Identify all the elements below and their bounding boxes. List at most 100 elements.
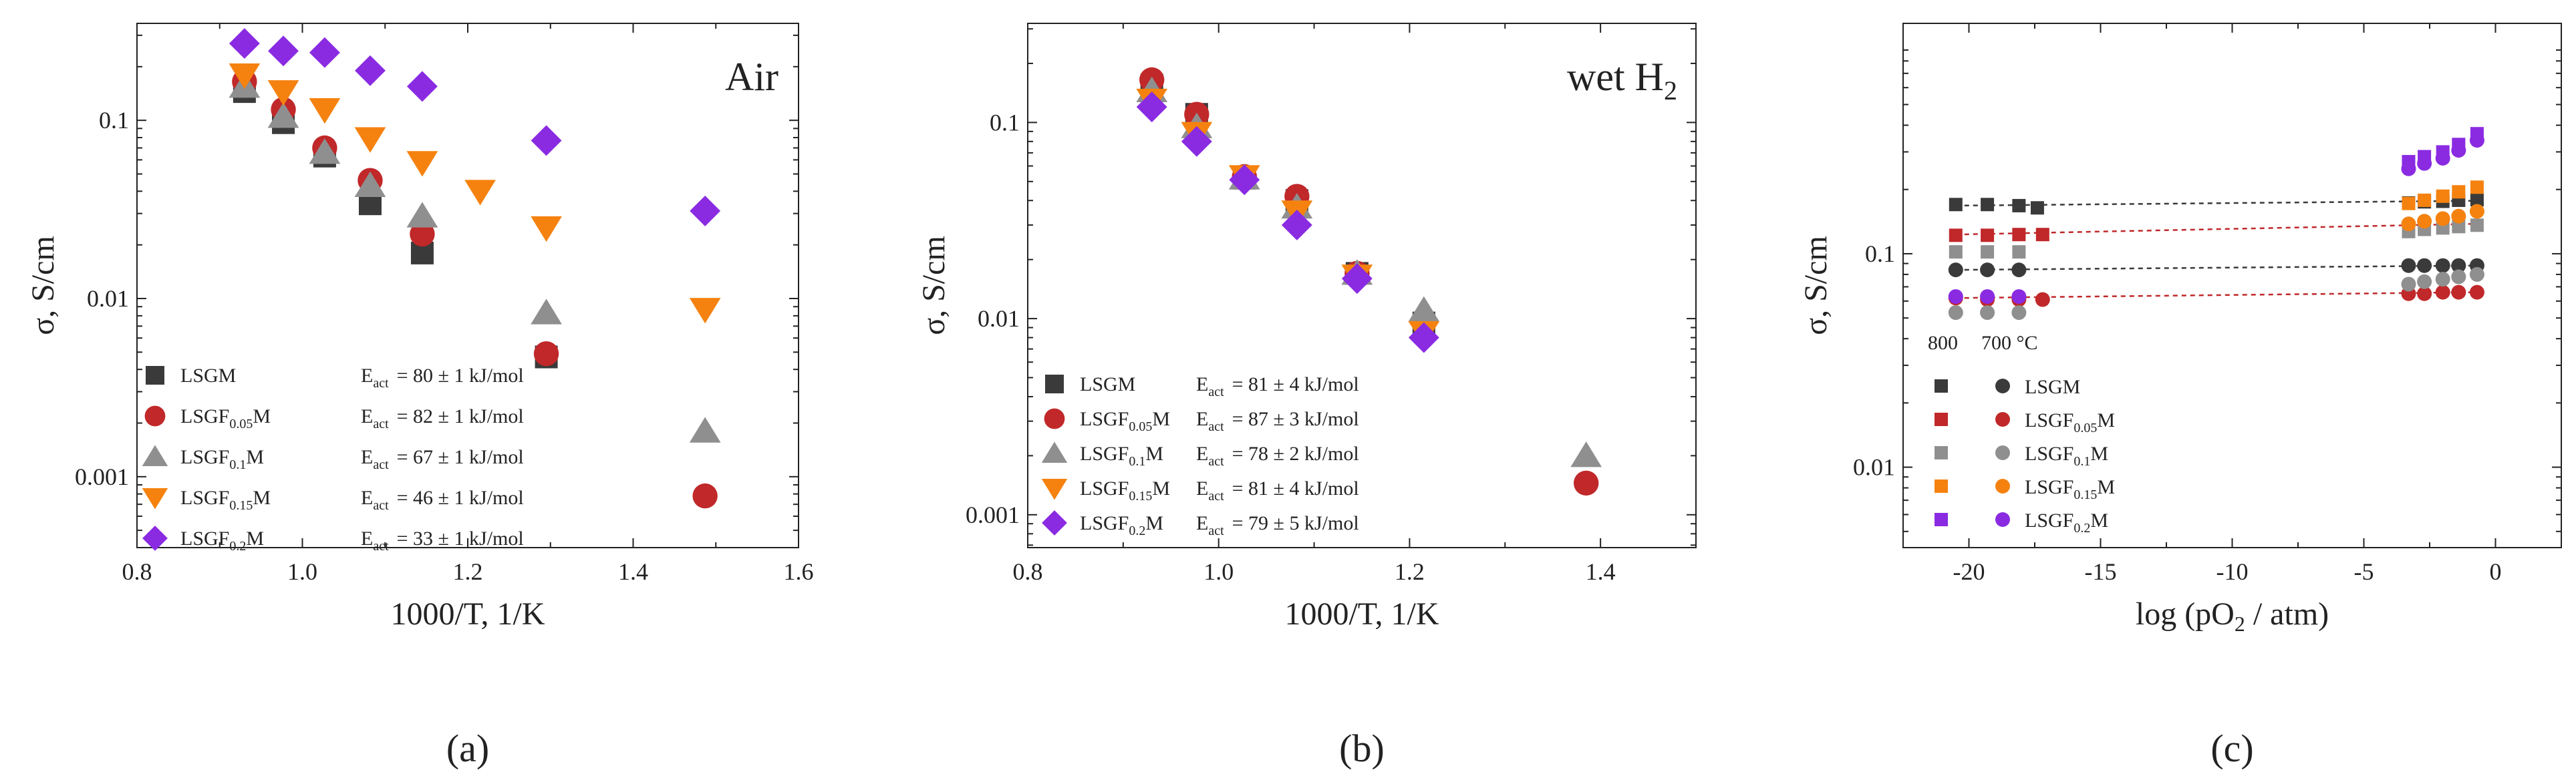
- y-tick-label: 0.1: [1865, 240, 1895, 267]
- legend-eact: Eact = 80 ± 1 kJ/mol: [361, 365, 524, 391]
- legend-label-sub: 0.1: [2073, 454, 2090, 469]
- chart-panel-3: -20 -15 -10 -5 0 0.01 0.1 log (pO2 / atm) σ, S/c…: [1798, 23, 2562, 770]
- data-point-lsgf01m: [1408, 296, 1440, 322]
- data-point-lsgm-700: [2401, 258, 2416, 273]
- legend-eact-sub: act: [1208, 385, 1224, 399]
- legend-label-lsgm: LSGM: [1080, 373, 1135, 395]
- plot-frame: [1027, 23, 1697, 548]
- y-tick-label: 0.001: [75, 463, 129, 490]
- chart-panel-2: 0.8 1.0 1.2 1.4 0.001 0.01 0.1 1000/T, 1/K σ, S/…: [916, 23, 1697, 770]
- data-point-lsgf005m-700: [2451, 284, 2466, 300]
- legend-eact-symbol: E: [1196, 373, 1208, 395]
- data-point-lsgf01m-700: [2401, 276, 2416, 292]
- data-point-lsgf015m-700: [2417, 214, 2432, 229]
- legend-eact-sub: act: [373, 539, 389, 554]
- panel-label: (b): [1339, 727, 1385, 770]
- data-point-lsgf02m: [355, 55, 386, 86]
- legend-label-base: LSGM: [2025, 376, 2080, 398]
- data-point-lsgm-700: [1948, 262, 1963, 278]
- legend-label-suffix: M: [246, 446, 264, 468]
- data-point-lsgf01m-700: [2011, 305, 2027, 321]
- x-axis-label-part: log (pO: [2136, 596, 2235, 632]
- x-tick-label: 1.0: [1203, 558, 1234, 585]
- legend-eact-symbol: E: [361, 528, 373, 550]
- x-tick-label: 0: [2490, 558, 2502, 585]
- legend-eact: Eact = 82 ± 1 kJ/mol: [361, 405, 524, 431]
- legend-marker-lsgf02m: [1042, 510, 1067, 536]
- legend-marker-700-lsgf005m: [1995, 412, 2010, 427]
- data-point-lsgf005m-800: [2012, 228, 2026, 242]
- y-tick-label: 0.01: [978, 305, 1020, 332]
- legend-eact: Eact = 79 ± 5 kJ/mol: [1196, 512, 1359, 538]
- panel-label: (c): [2210, 727, 2253, 770]
- legend: LSGM Eact = 81 ± 4 kJ/mol LSGF0.05M Eact = 87…: [1041, 373, 1359, 538]
- fit-line-lsgf005m: [1955, 291, 2474, 299]
- data-point-lsgf015m-800: [2418, 193, 2432, 207]
- legend-eact-value: = 79 ± 5 kJ/mol: [1232, 512, 1359, 534]
- x-axis-label: 1000/T, 1/K: [390, 596, 545, 632]
- legend-label-base: LSGM: [180, 365, 236, 387]
- data-point-lsgf005m-700: [2435, 284, 2450, 300]
- data-point-lsgf015m-800: [2470, 180, 2484, 194]
- data-point-lsgf02m: [1341, 263, 1373, 295]
- data-point-lsgf015m-700: [2401, 216, 2416, 232]
- data-point-lsgm-700: [2451, 258, 2466, 273]
- legend-label-lsgf015m: LSGF0.15M: [180, 487, 271, 513]
- data-point-lsgm-800: [2030, 201, 2044, 215]
- data-point-lsgf01m-800: [2470, 218, 2484, 232]
- x-axis-label-part: / atm): [2245, 596, 2329, 632]
- legend-marker-lsgf015m: [142, 488, 168, 510]
- data-point-lsgf02m-700: [2401, 161, 2416, 176]
- data-point-lsgf015m-800: [2402, 196, 2416, 210]
- x-axis-label-sub: 2: [2235, 612, 2245, 636]
- legend-marker-700-lsgf015m: [1995, 479, 2010, 494]
- x-axis-label: log (pO2 / atm): [2136, 596, 2329, 636]
- data-point-lsgf005m: [692, 483, 718, 509]
- x-tick-label: 1.2: [1395, 558, 1425, 585]
- data-point-lsgf01m: [354, 171, 386, 197]
- legend-header-700: 700 °C: [1981, 332, 2038, 354]
- data-point-lsgm-800: [2470, 193, 2484, 207]
- legend-label-base: LSGF: [180, 405, 229, 427]
- legend-eact-value: = 33 ± 1 kJ/mol: [397, 528, 524, 550]
- legend-marker-lsgf01m: [142, 445, 168, 466]
- legend-label-lsgf01m: LSGF0.1M: [1080, 443, 1163, 469]
- x-tick-label: -15: [2085, 558, 2117, 585]
- data-point-lsgm-700: [2011, 262, 2027, 278]
- legend-label-lsgf02m: LSGF0.2M: [1080, 512, 1163, 538]
- data-point-lsgf005m-700: [2417, 286, 2432, 301]
- legend-label-lsgf005m: LSGF0.05M: [1080, 408, 1170, 434]
- legend-label-suffix: M: [253, 405, 271, 427]
- legend-label-suffix: M: [1152, 477, 1170, 500]
- data-point-lsgf015m: [406, 151, 438, 177]
- data-point-lsgf005m-800: [2035, 228, 2049, 242]
- data-point-lsgf02m: [229, 28, 260, 59]
- data-point-lsgf015m-700: [2435, 211, 2450, 226]
- legend-label-suffix: M: [1145, 512, 1163, 534]
- legend: 800 700 °CLSGMLSGF0.05MLSGF0.1MLSGF0.15ML…: [1928, 332, 2115, 536]
- legend-label-lsgm: LSGM: [2025, 376, 2080, 398]
- data-point-lsgf015m: [464, 180, 496, 206]
- data-point-lsgf02m-700: [1948, 289, 1963, 305]
- legend-eact: Eact = 87 ± 3 kJ/mol: [1196, 408, 1359, 434]
- legend-label-lsgf015m: LSGF0.15M: [2025, 476, 2115, 502]
- data-point-lsgf02m: [690, 195, 721, 226]
- data-point-lsgf02m: [268, 35, 299, 67]
- data-point-lsgf02m: [1229, 164, 1260, 196]
- legend-label-lsgf01m: LSGF0.1M: [180, 446, 264, 472]
- legend-marker-700-lsgf01m: [1995, 445, 2010, 460]
- legend-eact-sub: act: [373, 376, 389, 391]
- legend-label-lsgf005m: LSGF0.05M: [180, 405, 271, 431]
- data-point-lsgf01m: [689, 417, 721, 443]
- legend-marker-lsgm: [1045, 375, 1064, 393]
- data-point-lsgf02m: [1181, 126, 1212, 157]
- data-point-lsgm-700: [1980, 262, 1995, 278]
- data-point-lsgf02m: [1408, 322, 1439, 353]
- legend-eact-value: = 82 ± 1 kJ/mol: [397, 405, 524, 427]
- legend-label-base: LSGF: [2025, 443, 2073, 465]
- legend-eact-value: = 81 ± 4 kJ/mol: [1232, 477, 1359, 500]
- data-point-lsgf005m-700: [2469, 284, 2484, 300]
- x-tick-label: 1.4: [618, 558, 648, 585]
